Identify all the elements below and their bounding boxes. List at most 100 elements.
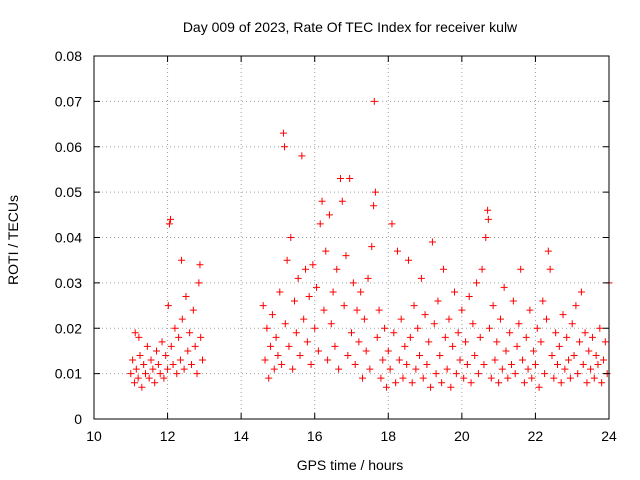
data-point	[199, 356, 207, 364]
data-point	[520, 379, 528, 387]
data-point	[178, 315, 186, 323]
x-tick-label: 18	[380, 428, 396, 444]
data-point	[598, 379, 606, 387]
data-point	[519, 356, 527, 364]
data-point	[528, 374, 536, 382]
data-point	[388, 220, 396, 228]
axis-ticks	[93, 55, 610, 420]
data-point	[324, 356, 332, 364]
x-axis-label: GPS time / hours	[297, 457, 404, 473]
data-point	[370, 97, 378, 105]
x-tick-label: 20	[454, 428, 470, 444]
data-point	[274, 351, 282, 359]
data-point	[377, 374, 385, 382]
data-point	[495, 379, 503, 387]
y-tick-label: 0.02	[55, 320, 82, 336]
data-point	[416, 351, 424, 359]
data-point	[270, 365, 278, 373]
data-point	[419, 374, 427, 382]
data-point	[561, 365, 569, 373]
data-point	[594, 361, 602, 369]
data-point	[427, 383, 435, 391]
data-point	[167, 342, 175, 350]
data-point	[430, 320, 438, 328]
data-point	[169, 361, 177, 369]
data-point	[162, 351, 170, 359]
data-point	[502, 347, 510, 355]
data-point	[537, 338, 545, 346]
data-point	[471, 351, 479, 359]
data-point	[267, 342, 275, 350]
data-point	[482, 234, 490, 241]
data-point	[484, 206, 492, 214]
data-point	[135, 333, 143, 341]
data-point	[140, 361, 148, 369]
data-point	[357, 288, 365, 296]
data-point	[178, 256, 186, 264]
data-point	[443, 365, 451, 373]
data-point	[498, 365, 506, 373]
data-point	[423, 361, 431, 369]
data-point	[279, 129, 287, 137]
y-tick-label: 0.04	[55, 230, 82, 246]
data-point	[590, 374, 598, 382]
data-point	[138, 383, 146, 391]
data-point	[421, 311, 429, 319]
data-point	[581, 329, 589, 337]
data-point	[285, 342, 293, 350]
data-point	[493, 338, 501, 346]
data-point	[559, 311, 567, 319]
data-point	[171, 324, 179, 332]
data-point	[544, 247, 552, 255]
data-point	[462, 338, 470, 346]
data-point	[276, 288, 284, 296]
data-point	[158, 338, 166, 346]
y-tick-label: 0.07	[55, 93, 82, 109]
data-point	[506, 329, 514, 337]
x-tick-labels: 10 12 14 16 18 20 22 24	[86, 428, 617, 444]
data-point	[272, 333, 280, 341]
data-point	[436, 351, 444, 359]
data-point	[303, 338, 311, 346]
data-point	[292, 329, 300, 337]
data-point	[359, 374, 367, 382]
data-point	[412, 365, 420, 373]
data-point	[550, 374, 558, 382]
data-point	[576, 338, 584, 346]
data-point	[546, 265, 554, 273]
data-point	[487, 374, 495, 382]
data-point	[296, 351, 304, 359]
x-tick-label: 10	[86, 428, 102, 444]
data-point	[342, 252, 350, 260]
data-point	[555, 342, 563, 350]
data-point	[458, 306, 466, 314]
data-point	[451, 288, 458, 296]
x-tick-label: 14	[233, 428, 249, 444]
data-point	[414, 324, 422, 332]
data-point	[132, 365, 140, 373]
data-point	[373, 333, 381, 341]
data-point	[445, 315, 453, 323]
y-tick-label: 0.06	[55, 139, 82, 155]
data-point	[441, 333, 449, 341]
data-point	[134, 374, 142, 382]
data-point	[539, 297, 547, 305]
data-point	[517, 265, 525, 273]
data-point	[491, 356, 499, 364]
x-tick-label: 16	[307, 428, 323, 444]
data-point	[187, 361, 195, 369]
data-point	[601, 338, 609, 346]
data-point	[403, 361, 411, 369]
y-tick-label: 0.03	[55, 275, 82, 291]
data-point	[467, 379, 475, 387]
data-point	[154, 361, 162, 369]
data-point	[195, 279, 203, 287]
data-point	[469, 320, 477, 328]
data-point	[463, 361, 471, 369]
data-point	[313, 283, 321, 291]
data-point	[127, 370, 135, 378]
data-point	[382, 383, 390, 391]
data-point	[281, 143, 289, 151]
data-point	[381, 324, 389, 332]
